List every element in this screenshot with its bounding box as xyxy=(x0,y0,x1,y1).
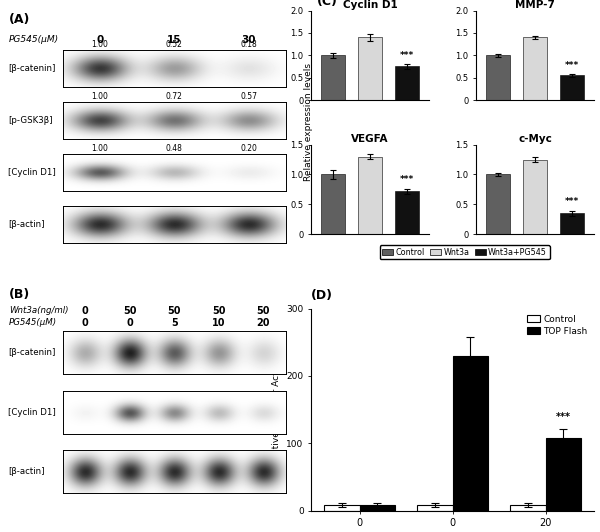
Bar xyxy=(487,174,510,234)
Text: 50: 50 xyxy=(123,305,137,315)
Bar xyxy=(358,37,382,100)
Text: Relative expression levels: Relative expression levels xyxy=(304,63,313,181)
Text: 0.18: 0.18 xyxy=(240,40,257,49)
Text: [p-GSK3β]: [p-GSK3β] xyxy=(8,116,52,125)
Text: ***: *** xyxy=(565,61,579,70)
Text: Wnt3a(ng/ml): Wnt3a(ng/ml) xyxy=(9,306,68,315)
Text: 15: 15 xyxy=(167,35,182,45)
Text: 5: 5 xyxy=(171,318,178,328)
Text: (B): (B) xyxy=(9,288,30,301)
Text: 0.52: 0.52 xyxy=(166,40,183,49)
Y-axis label: Relative Reporter Activity: Relative Reporter Activity xyxy=(272,352,281,468)
Text: PG545(μM): PG545(μM) xyxy=(9,318,57,327)
Title: c-Myc: c-Myc xyxy=(518,134,552,144)
Text: ***: *** xyxy=(565,197,579,206)
Text: [β-catenin]: [β-catenin] xyxy=(8,64,55,73)
Title: VEGFA: VEGFA xyxy=(352,134,389,144)
Text: 50: 50 xyxy=(167,305,181,315)
Bar xyxy=(358,156,382,234)
Title: Cyclin D1: Cyclin D1 xyxy=(343,0,398,10)
Legend: Control, Wnt3a, Wnt3a+PG545: Control, Wnt3a, Wnt3a+PG545 xyxy=(380,245,550,259)
Text: (A): (A) xyxy=(9,13,31,26)
Text: 0: 0 xyxy=(127,318,133,328)
Text: (C): (C) xyxy=(317,0,338,8)
Bar xyxy=(417,505,452,511)
Title: MMP-7: MMP-7 xyxy=(515,0,555,10)
Bar xyxy=(546,438,581,511)
Bar xyxy=(324,505,359,511)
Text: 1.00: 1.00 xyxy=(92,144,109,153)
Bar xyxy=(560,213,584,234)
Bar xyxy=(523,160,547,234)
Legend: Control, TOP Flash: Control, TOP Flash xyxy=(526,313,589,337)
Bar xyxy=(560,76,584,100)
Text: PG545(μM): PG545(μM) xyxy=(9,36,59,44)
Text: 0.57: 0.57 xyxy=(240,92,257,101)
Text: 1.00: 1.00 xyxy=(92,92,109,101)
Text: ***: *** xyxy=(400,176,414,184)
Bar xyxy=(322,174,346,234)
Bar xyxy=(452,356,488,511)
Bar xyxy=(359,505,395,511)
Text: (D): (D) xyxy=(311,289,334,302)
Bar xyxy=(487,55,510,100)
Text: [β-catenin]: [β-catenin] xyxy=(8,348,55,357)
Text: 10: 10 xyxy=(212,318,226,328)
Text: [β-actin]: [β-actin] xyxy=(8,220,44,229)
Text: 0: 0 xyxy=(82,305,89,315)
Text: [Cyclin D1]: [Cyclin D1] xyxy=(8,168,56,177)
Text: 0.72: 0.72 xyxy=(166,92,183,101)
Text: 0.20: 0.20 xyxy=(240,144,257,153)
Bar xyxy=(395,191,419,234)
Text: 50: 50 xyxy=(212,305,226,315)
Text: 0: 0 xyxy=(82,318,89,328)
Text: 0: 0 xyxy=(97,35,104,45)
Text: ***: *** xyxy=(556,412,571,422)
Text: 1.00: 1.00 xyxy=(92,40,109,49)
Text: ***: *** xyxy=(400,51,414,60)
Text: [Cyclin D1]: [Cyclin D1] xyxy=(8,408,56,417)
Text: [β-actin]: [β-actin] xyxy=(8,468,44,477)
Text: 0.48: 0.48 xyxy=(166,144,183,153)
Text: 30: 30 xyxy=(241,35,256,45)
Bar xyxy=(523,37,547,100)
Bar xyxy=(322,55,346,100)
Bar xyxy=(395,66,419,100)
Text: 50: 50 xyxy=(257,305,270,315)
Text: 20: 20 xyxy=(257,318,270,328)
Bar xyxy=(511,505,546,511)
